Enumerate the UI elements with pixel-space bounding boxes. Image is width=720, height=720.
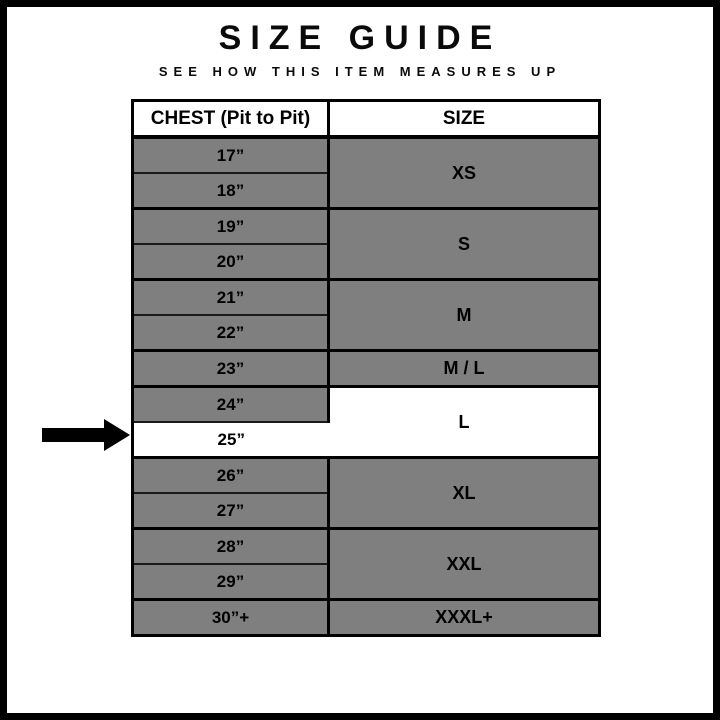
chest-cell: 22” [132, 314, 330, 351]
table-header-row: CHEST (Pit to Pit) SIZE [132, 100, 600, 139]
chest-cell: 28” [132, 527, 330, 564]
table-row: 19” S [132, 207, 600, 280]
table-row: 26” XL [132, 456, 600, 529]
table-row: 25” [132, 421, 600, 458]
chest-cell: 23” [132, 349, 330, 387]
chest-cell: 17” [132, 135, 330, 173]
size-cell: XS [328, 135, 600, 209]
page-title: SIZE GUIDE [218, 19, 502, 57]
size-cell: XXL [328, 527, 600, 600]
chest-cell: 21” [132, 278, 330, 315]
table-row: 20” [132, 243, 600, 280]
chest-cell: 18” [132, 172, 330, 209]
chest-cell: 24” [132, 385, 330, 422]
size-cell: XXXL+ [328, 598, 600, 636]
chest-cell: 27” [132, 492, 330, 529]
size-column-header: SIZE [328, 100, 600, 139]
chest-cell: 30”+ [132, 598, 330, 636]
table-row: 28” XXL [132, 527, 600, 600]
size-cell: M / L [328, 349, 600, 387]
table-row: 18” [132, 172, 600, 209]
table-row: 27” [132, 492, 600, 529]
chest-column-header: CHEST (Pit to Pit) [132, 100, 330, 139]
size-cell: M [328, 278, 600, 351]
chest-cell: 26” [132, 456, 330, 493]
table-row: 24” L [132, 385, 600, 458]
size-cell: XL [328, 456, 600, 529]
footer: f BUNDL CLOTHING.CO.UK Trustpilot [7, 641, 713, 713]
chest-cell: 25” [132, 421, 329, 458]
size-cell: L [328, 385, 600, 458]
current-size-arrow-icon [42, 419, 130, 451]
size-cell: S [328, 207, 600, 280]
arrow-shaft [42, 428, 106, 442]
table-row: 17” XS [132, 135, 600, 209]
table-row: 30”+ XXXL+ [132, 598, 600, 636]
arrow-head [104, 419, 130, 451]
table-row: 22” [132, 314, 600, 351]
table-row: 21” M [132, 278, 600, 351]
table-row: 23” M / L [132, 349, 600, 387]
chest-cell: 29” [132, 563, 330, 600]
page-subtitle: SEE HOW THIS ITEM MEASURES UP [158, 64, 562, 79]
size-guide-table: CHEST (Pit to Pit) SIZE 17” XS 18” 19” S 20” 2… [131, 99, 601, 637]
chest-cell: 20” [132, 243, 330, 280]
table-row: 29” [132, 563, 600, 600]
chest-cell: 19” [132, 207, 330, 244]
